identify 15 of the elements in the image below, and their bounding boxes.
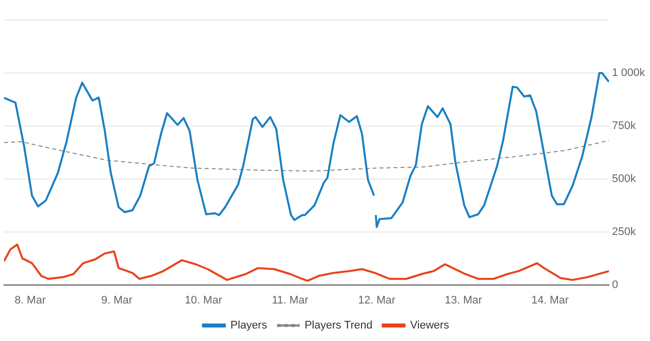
legend-label: Players Trend bbox=[304, 320, 372, 332]
x-tick-label: 8. Mar bbox=[14, 294, 46, 306]
x-tick-label: 10. Mar bbox=[184, 294, 222, 306]
y-tick-label: 250k bbox=[612, 226, 636, 238]
y-tick-label: 750k bbox=[612, 120, 636, 132]
x-tick-label: 14. Mar bbox=[531, 294, 569, 306]
legend-label: Players bbox=[230, 320, 268, 332]
y-tick-label: 500k bbox=[612, 172, 636, 185]
x-tick-label: 13. Mar bbox=[444, 294, 482, 306]
legend-label: Viewers bbox=[410, 320, 450, 332]
y-tick-label: 0 bbox=[612, 278, 618, 291]
x-tick-label: 9. Mar bbox=[101, 294, 133, 306]
x-tick-label: 12. Mar bbox=[358, 294, 396, 306]
x-tick-label: 11. Mar bbox=[272, 294, 309, 306]
y-tick-label: 1 000k bbox=[612, 66, 646, 79]
